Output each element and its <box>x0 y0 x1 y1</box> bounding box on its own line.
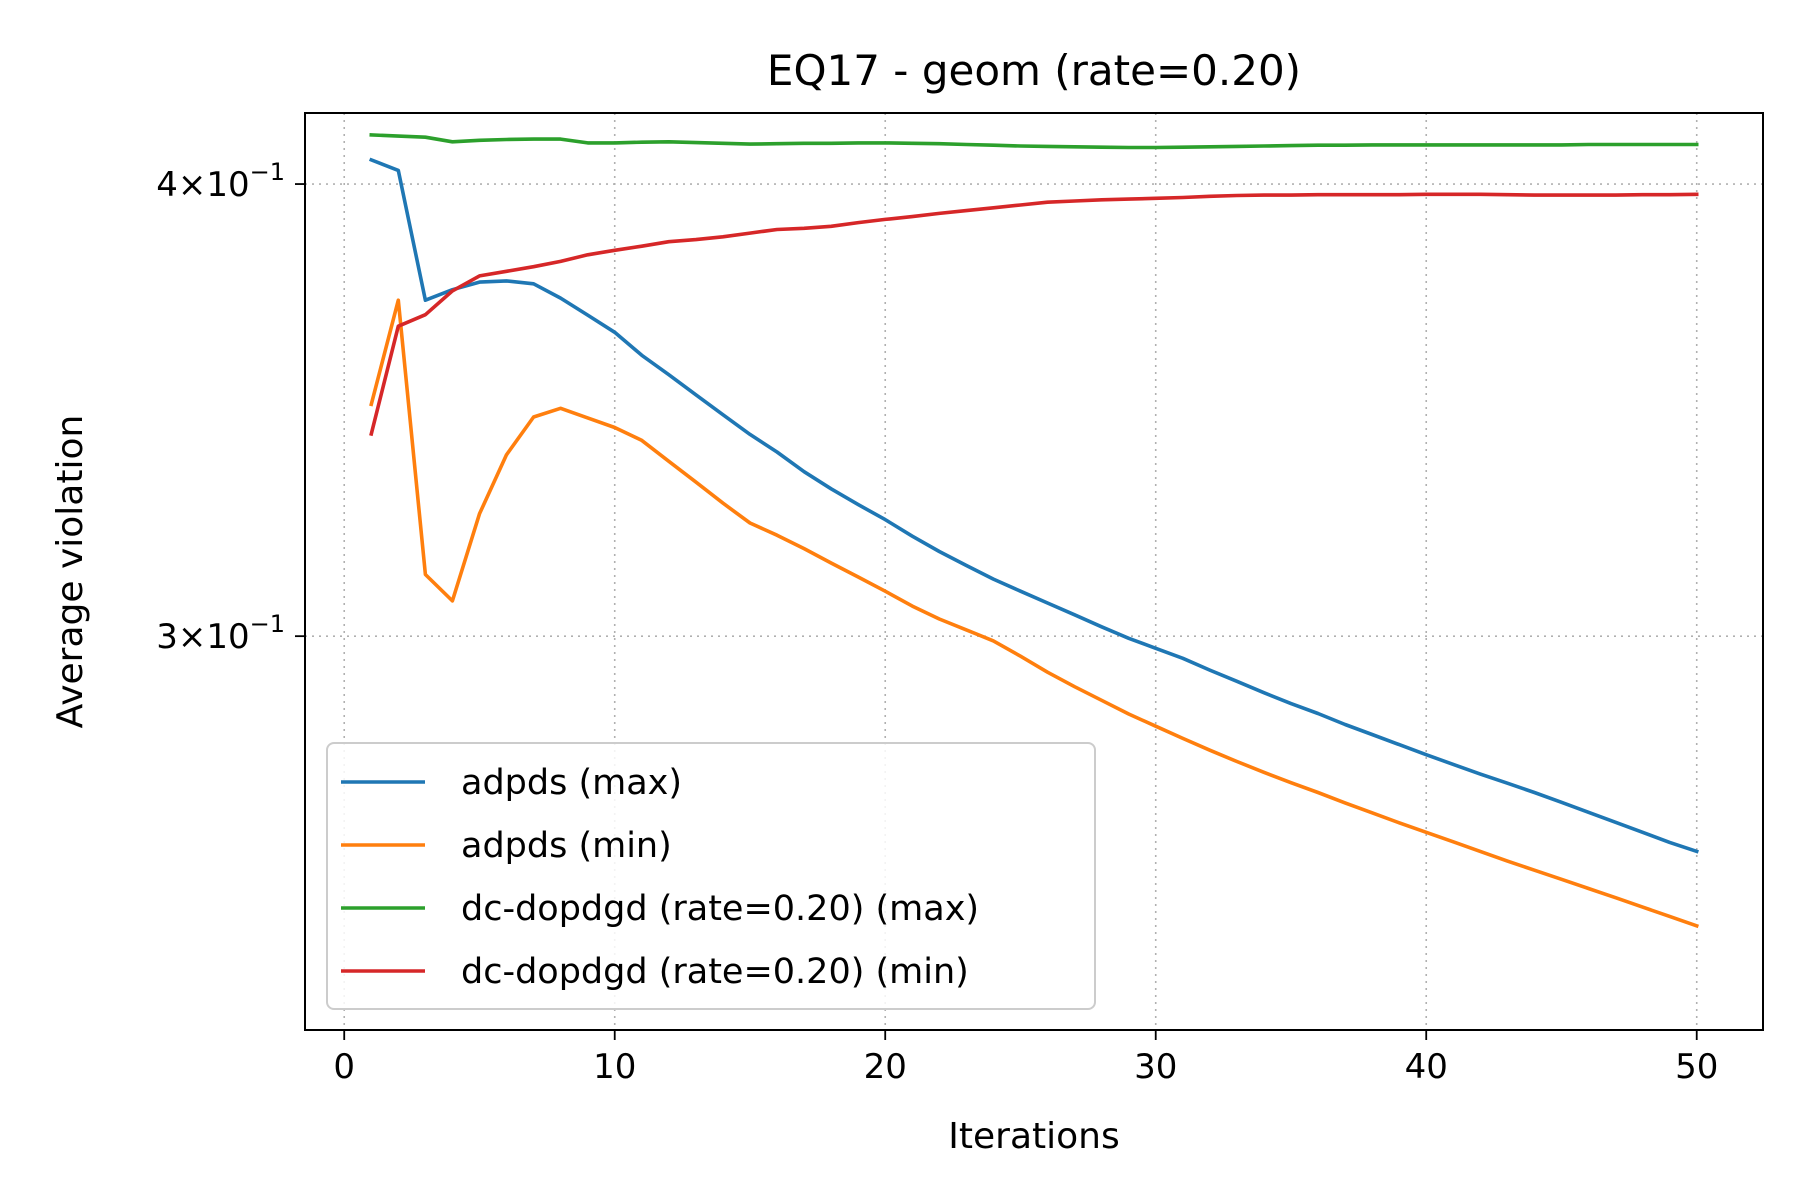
legend-entry: dc-dopdgd (rate=0.20) (min) <box>461 952 969 992</box>
legend-entry: adpds (max) <box>461 763 682 803</box>
legend-entry: adpds (min) <box>461 826 672 866</box>
y-axis-label: Average violation <box>50 415 91 729</box>
x-tick-label: 50 <box>1675 1047 1718 1087</box>
axis-ticks: 0 10 20 30 40 50 3×10−1 4×10−1 <box>156 158 1718 1087</box>
x-tick-label: 0 <box>333 1047 355 1087</box>
series-line-3 <box>369 133 1699 150</box>
legend-entry: dc-dopdgd (rate=0.20) (max) <box>461 889 979 929</box>
plot-frame <box>304 112 1764 1031</box>
series-line-2 <box>369 298 1699 929</box>
x-tick-label: 30 <box>1134 1047 1177 1087</box>
x-axis-label: Iterations <box>948 1116 1119 1157</box>
x-tick-label: 20 <box>864 1047 907 1087</box>
legend: adpds (max) adpds (min) dc-dopdgd (rate=0.… <box>326 742 1096 1010</box>
x-tick-label: 40 <box>1405 1047 1448 1087</box>
legend-box <box>326 742 1096 1010</box>
series-line-4 <box>369 192 1699 437</box>
y-tick-label: 4×10−1 <box>156 158 285 205</box>
y-tick-label: 3×10−1 <box>156 610 285 657</box>
chart-title: EQ17 - geom (rate=0.20) <box>767 46 1301 95</box>
series-line-1 <box>368 157 1699 854</box>
x-tick-label: 10 <box>593 1047 636 1087</box>
series-layer <box>368 133 1699 929</box>
